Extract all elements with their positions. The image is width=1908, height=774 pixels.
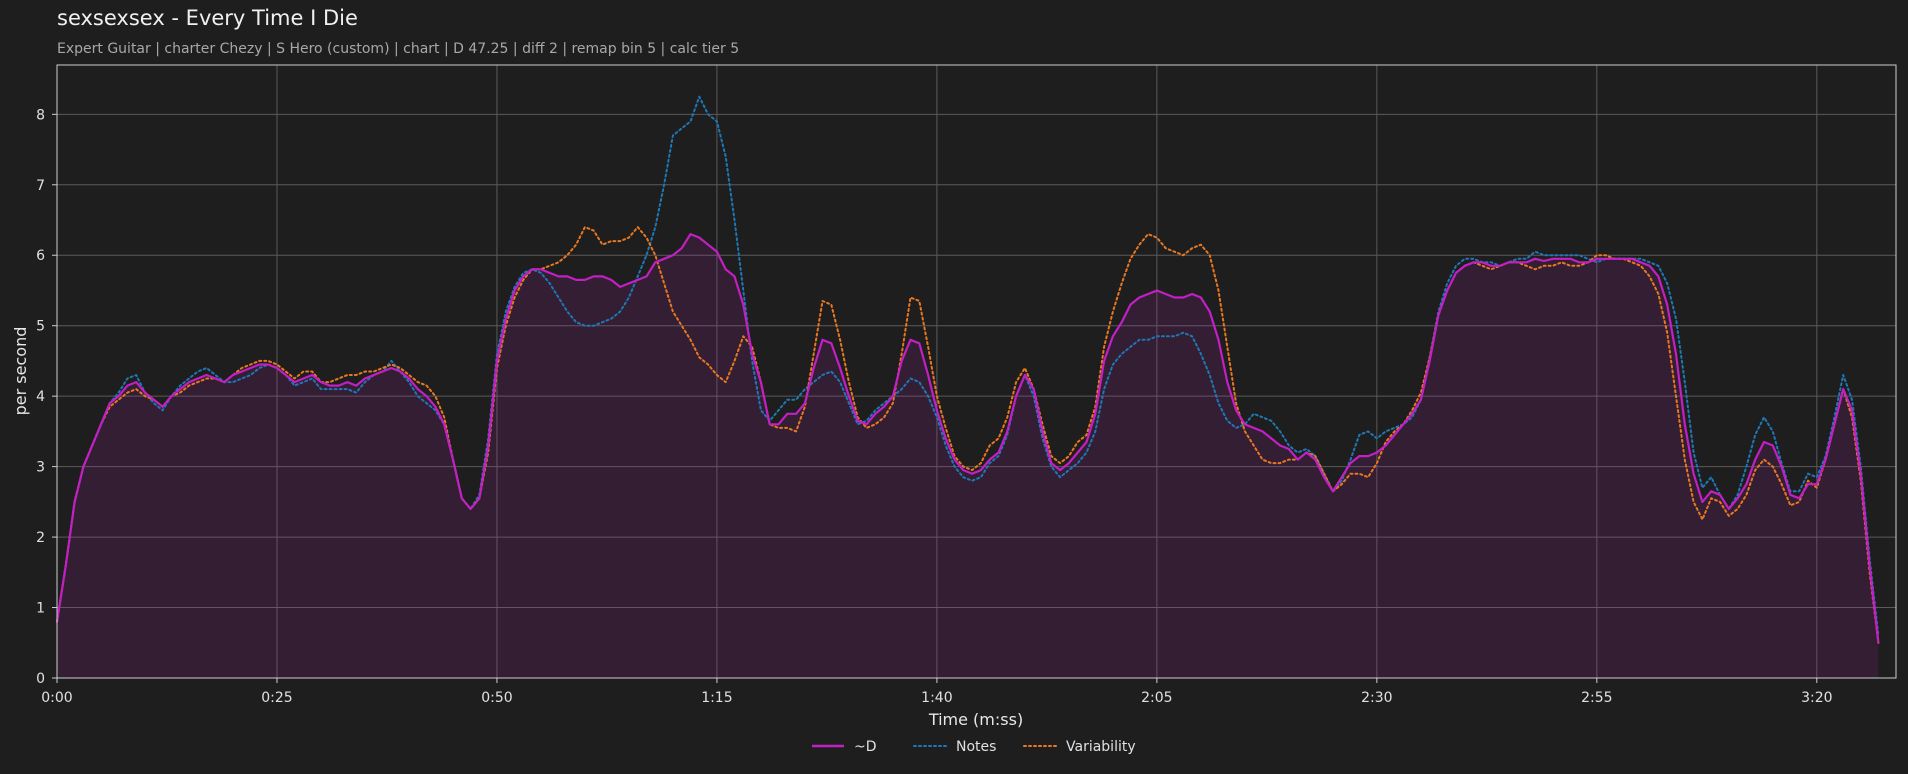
- legend-label: Variability: [1066, 739, 1136, 755]
- grid-lines: [56, 65, 1896, 678]
- chart-title: sexsexsex - Every Time I Die: [57, 6, 358, 30]
- y-tick-label: 2: [36, 530, 45, 546]
- x-tick-label: 1:40: [921, 690, 952, 706]
- legend: ~D Notes Variability: [812, 739, 1136, 755]
- x-tick-label: 2:05: [1141, 690, 1172, 706]
- y-tick-label: 0: [36, 671, 45, 687]
- chart-subtitle: Expert Guitar | charter Chezy | S Hero (…: [57, 41, 740, 57]
- x-tick-label: 0:25: [261, 690, 292, 706]
- plot-frame: [56, 64, 1897, 679]
- x-tick-label: 2:55: [1581, 690, 1612, 706]
- y-tick-label: 5: [36, 319, 45, 335]
- y-tick-label: 6: [36, 248, 45, 264]
- area-under-d-series: [57, 234, 1879, 678]
- x-axis-ticks: 0:00 0:25 0:50 1:15 1:40 2:05 2:30 2:55 3:20: [41, 678, 1833, 706]
- y-tick-label: 3: [36, 460, 45, 476]
- x-axis-label: Time (m:ss): [928, 710, 1023, 729]
- y-tick-label: 8: [36, 107, 45, 123]
- y-axis-label: per second: [11, 327, 30, 416]
- legend-label: Notes: [956, 739, 996, 755]
- area-fill: [57, 234, 1879, 678]
- series-line-variability: [56, 226, 1880, 644]
- y-tick-label: 7: [36, 178, 45, 194]
- legend-label: ~D: [854, 739, 877, 755]
- x-tick-label: 0:50: [481, 690, 512, 706]
- y-tick-label: 1: [36, 601, 45, 617]
- x-tick-label: 0:00: [41, 690, 72, 706]
- series-lines: [55, 95, 1880, 644]
- x-tick-label: 3:20: [1801, 690, 1832, 706]
- x-tick-label: 1:15: [701, 690, 732, 706]
- y-tick-label: 4: [36, 389, 45, 405]
- y-axis-ticks: 0 1 2 3 4 5 6 7 8: [36, 107, 57, 687]
- series-line-notes: [56, 95, 1880, 637]
- x-tick-label: 2:30: [1361, 690, 1392, 706]
- series-line-d: [55, 233, 1880, 643]
